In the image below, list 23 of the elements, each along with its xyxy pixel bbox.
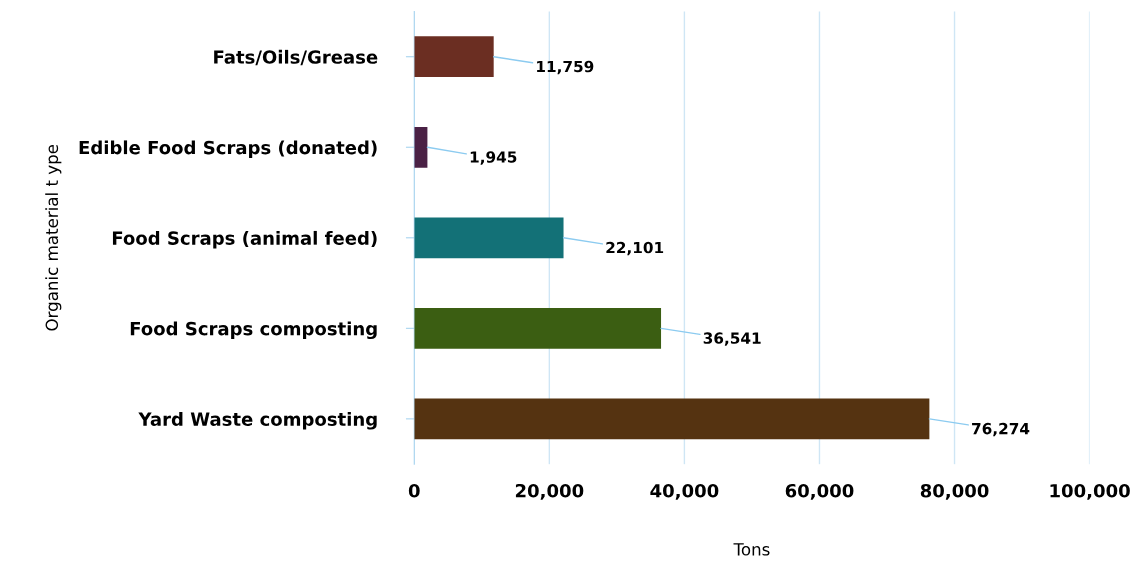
data-label: 1,945: [470, 151, 517, 165]
bar: [414, 307, 662, 349]
data-label: 76,274: [972, 422, 1030, 437]
x-tick-label: 20,000: [515, 483, 584, 500]
bar: [414, 36, 494, 78]
x-tick-label: 60,000: [785, 483, 854, 500]
y-tick-label: Fats/Oils/Grease: [214, 49, 378, 66]
data-label: 36,541: [703, 332, 761, 346]
data-label: 22,101: [606, 241, 664, 256]
data-label: 11,759: [537, 60, 594, 75]
y-axis-title: Organic material t ype: [45, 144, 62, 331]
bar: [414, 217, 564, 259]
y-tick-label: Food Scraps (animal feed): [112, 230, 377, 249]
x-tick-label: 40,000: [650, 483, 719, 500]
bar: [414, 126, 428, 168]
y-tick-label: Food Scraps composting: [130, 321, 377, 340]
x-tick-label: 100,000: [1050, 483, 1130, 500]
bar: [414, 398, 930, 440]
x-axis-title: Tons: [733, 543, 770, 556]
y-tick-label: Yard Waste composting: [138, 412, 377, 430]
y-tick-label: Edible Food Scraps (donated): [79, 140, 377, 158]
x-tick-label: 80,000: [920, 483, 989, 500]
x-tick-label: 0: [408, 483, 420, 498]
